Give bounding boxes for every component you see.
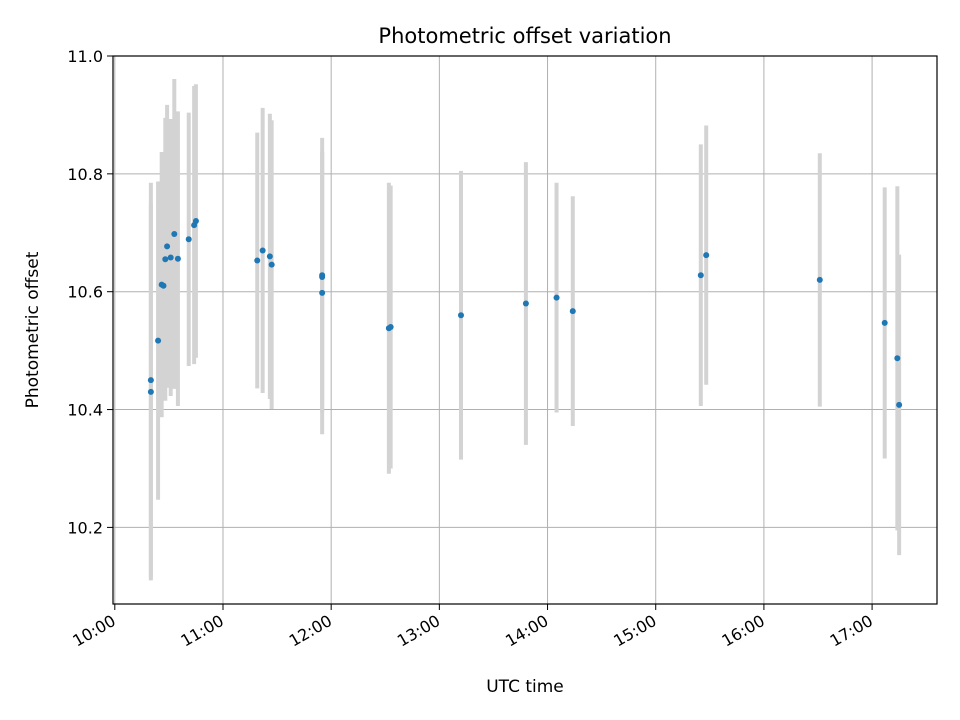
data-point [171, 230, 178, 237]
data-point [457, 312, 464, 319]
y-axis-label: Photometric offset [23, 251, 43, 408]
data-point [703, 252, 710, 259]
data-point [522, 300, 529, 307]
x-axis-label: UTC time [486, 677, 564, 697]
data-point [164, 243, 171, 250]
data-point [387, 324, 394, 331]
data-point [155, 337, 162, 344]
data-point [894, 355, 901, 362]
data-point [160, 282, 167, 289]
data-point [881, 319, 888, 326]
x-tick-label: 14:00 [502, 611, 551, 651]
data-point [697, 272, 704, 279]
x-tick-label: 13:00 [394, 611, 443, 651]
data-point [319, 273, 326, 280]
data-point [896, 401, 903, 408]
x-tick-label: 15:00 [610, 611, 659, 651]
y-tick-label: 10.2 [67, 518, 103, 537]
y-tick-label: 10.4 [67, 401, 103, 420]
data-point [319, 289, 326, 296]
data-markers [147, 217, 903, 408]
y-tick-label: 11.0 [67, 47, 103, 66]
x-tick-label: 17:00 [827, 611, 876, 651]
data-point [185, 236, 192, 243]
data-point [259, 247, 266, 254]
x-tick-label: 16:00 [718, 611, 767, 651]
data-point [192, 217, 199, 224]
data-point [147, 377, 154, 384]
x-axis: 10:00 11:00 12:00 13:00 14:00 15:00 16:00 17:00 [69, 604, 876, 651]
data-point [553, 294, 560, 301]
data-point [167, 254, 174, 261]
x-tick-label: 12:00 [286, 611, 335, 651]
data-point [268, 261, 275, 268]
y-tick-label: 10.6 [67, 283, 103, 302]
data-point [266, 253, 273, 260]
y-tick-label: 10.8 [67, 165, 103, 184]
data-point [816, 276, 823, 283]
x-tick-label: 11:00 [178, 611, 227, 651]
data-point [254, 257, 261, 264]
data-point [174, 255, 181, 262]
data-point [569, 308, 576, 315]
chart-title: Photometric offset variation [378, 24, 671, 48]
plot-frame [112, 55, 938, 605]
x-tick-label: 10:00 [69, 611, 118, 651]
data-point [162, 256, 169, 263]
data-point [147, 388, 154, 395]
y-axis: 10.2 10.4 10.6 10.8 11.0 [67, 47, 113, 537]
